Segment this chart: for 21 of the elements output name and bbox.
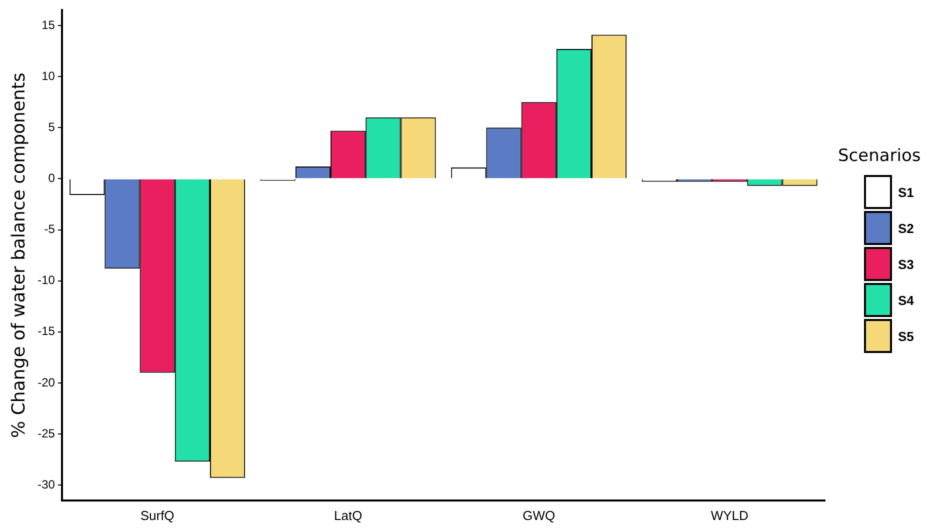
text: S2: [898, 220, 914, 236]
y-tick-label: -15: [38, 324, 56, 338]
y-tick-label: -20: [38, 375, 56, 390]
legend-title: Scenarios: [838, 146, 921, 166]
x-tick-label: SurfQ: [140, 508, 174, 523]
y-tick-label: -10: [38, 273, 56, 288]
y-axis-title: % Change of water balance components: [8, 72, 30, 438]
y-tick-label: -30: [38, 477, 56, 492]
text: S1: [898, 184, 914, 200]
y-tick-label: -5: [44, 222, 56, 236]
y-tick-label: 10: [42, 68, 56, 83]
y-tick-label: 5: [48, 120, 56, 134]
y-tick-label: 0: [48, 171, 56, 186]
text: S3: [898, 256, 914, 272]
text: S5: [898, 328, 914, 344]
y-tick-label: 15: [42, 18, 56, 32]
x-tick-label: WYLD: [710, 508, 748, 523]
x-tick-label: GWQ: [522, 508, 556, 523]
text: S4: [898, 292, 914, 308]
y-tick-label: -25: [38, 426, 56, 440]
x-tick-label: LatQ: [334, 508, 362, 523]
